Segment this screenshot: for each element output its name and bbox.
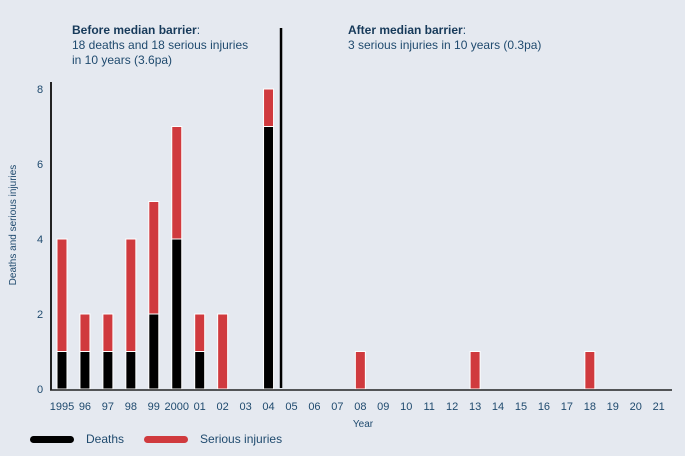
bar-deaths-2000: [171, 238, 183, 390]
legend-label-serious-injuries: Serious injuries: [200, 432, 283, 446]
x-tick-21: 21: [653, 401, 665, 413]
y-tick-8: 8: [37, 84, 43, 96]
annotation-before-barrier: Before median barrier: 18 deaths and 18 …: [72, 23, 249, 67]
bar-serious-injuries-97: [102, 313, 114, 352]
legend-label-deaths: Deaths: [86, 432, 125, 446]
x-tick-09: 09: [377, 401, 389, 413]
bar-serious-injuries-13: [469, 351, 481, 390]
annotation-after-barrier: After median barrier: 3 serious injuries…: [348, 23, 542, 52]
bar-serious-injuries-1995: [56, 238, 68, 352]
legend: Deaths Serious injuries: [30, 432, 302, 446]
x-tick-16: 16: [538, 401, 550, 413]
bar-serious-injuries-2000: [171, 126, 183, 240]
x-tick-01: 01: [194, 401, 206, 413]
x-tick-08: 08: [354, 401, 366, 413]
bar-deaths-98: [125, 351, 137, 390]
bar-serious-injuries-08: [354, 351, 366, 390]
x-tick-10: 10: [400, 401, 412, 413]
x-tick-04: 04: [262, 401, 274, 413]
bar-deaths-97: [102, 351, 114, 390]
x-tick-20: 20: [630, 401, 642, 413]
x-tick-2000: 2000: [165, 401, 189, 413]
x-tick-07: 07: [331, 401, 343, 413]
x-tick-12: 12: [446, 401, 458, 413]
x-tick-03: 03: [239, 401, 251, 413]
annotation-after-title: After median barrier: [348, 23, 463, 37]
x-tick-99: 99: [148, 401, 160, 413]
bar-serious-injuries-96: [79, 313, 91, 352]
y-tick-labels: 0 2 4 6 8: [37, 84, 43, 396]
bar-deaths-04: [263, 126, 275, 390]
bar-deaths-01: [194, 351, 206, 390]
bar-serious-injuries-18: [584, 351, 596, 390]
bar-deaths-99: [148, 313, 160, 390]
x-tick-19: 19: [607, 401, 619, 413]
bar-deaths-1995: [56, 351, 68, 390]
x-tick-13: 13: [469, 401, 481, 413]
x-tick-18: 18: [584, 401, 596, 413]
x-tick-15: 15: [515, 401, 527, 413]
legend-item-deaths: Deaths: [30, 432, 124, 446]
annotation-before-line2: in 10 years (3.6pa): [72, 53, 173, 67]
bar-deaths-96: [79, 351, 91, 390]
annotation-before-title: Before median barrier: [72, 23, 197, 37]
y-axis-label: Deaths and serious injuries: [8, 165, 19, 286]
legend-item-serious-injuries: Serious injuries: [144, 432, 282, 446]
x-tick-02: 02: [217, 401, 229, 413]
y-tick-4: 4: [37, 234, 43, 246]
y-tick-0: 0: [37, 384, 43, 396]
annotation-before-line1: 18 deaths and 18 serious injuries: [72, 38, 249, 52]
bar-serious-injuries-99: [148, 201, 160, 315]
x-tick-05: 05: [285, 401, 297, 413]
y-tick-2: 2: [37, 309, 43, 321]
x-tick-11: 11: [423, 401, 434, 413]
x-tick-06: 06: [308, 401, 320, 413]
x-tick-97: 97: [102, 401, 114, 413]
x-tick-96: 96: [79, 401, 91, 413]
x-tick-labels: 1995 96 97 98 99 2000 01 02 03 04 05 06 07 08 09 10 11 12…: [50, 401, 665, 413]
x-tick-1995: 1995: [50, 401, 74, 413]
bars-group: [56, 88, 596, 390]
annotation-after-line1: 3 serious injuries in 10 years (0.3pa): [348, 38, 542, 52]
bar-serious-injuries-01: [194, 313, 206, 352]
x-axis-label: Year: [353, 419, 374, 430]
y-tick-6: 6: [37, 159, 43, 171]
bar-serious-injuries-02: [217, 313, 229, 390]
x-tick-98: 98: [125, 401, 137, 413]
bar-serious-injuries-98: [125, 238, 137, 352]
bar-serious-injuries-04: [263, 88, 275, 127]
x-tick-14: 14: [492, 401, 504, 413]
legend-swatch-serious-injuries: [144, 435, 189, 443]
x-tick-17: 17: [561, 401, 573, 413]
legend-swatch-deaths: [30, 435, 74, 443]
